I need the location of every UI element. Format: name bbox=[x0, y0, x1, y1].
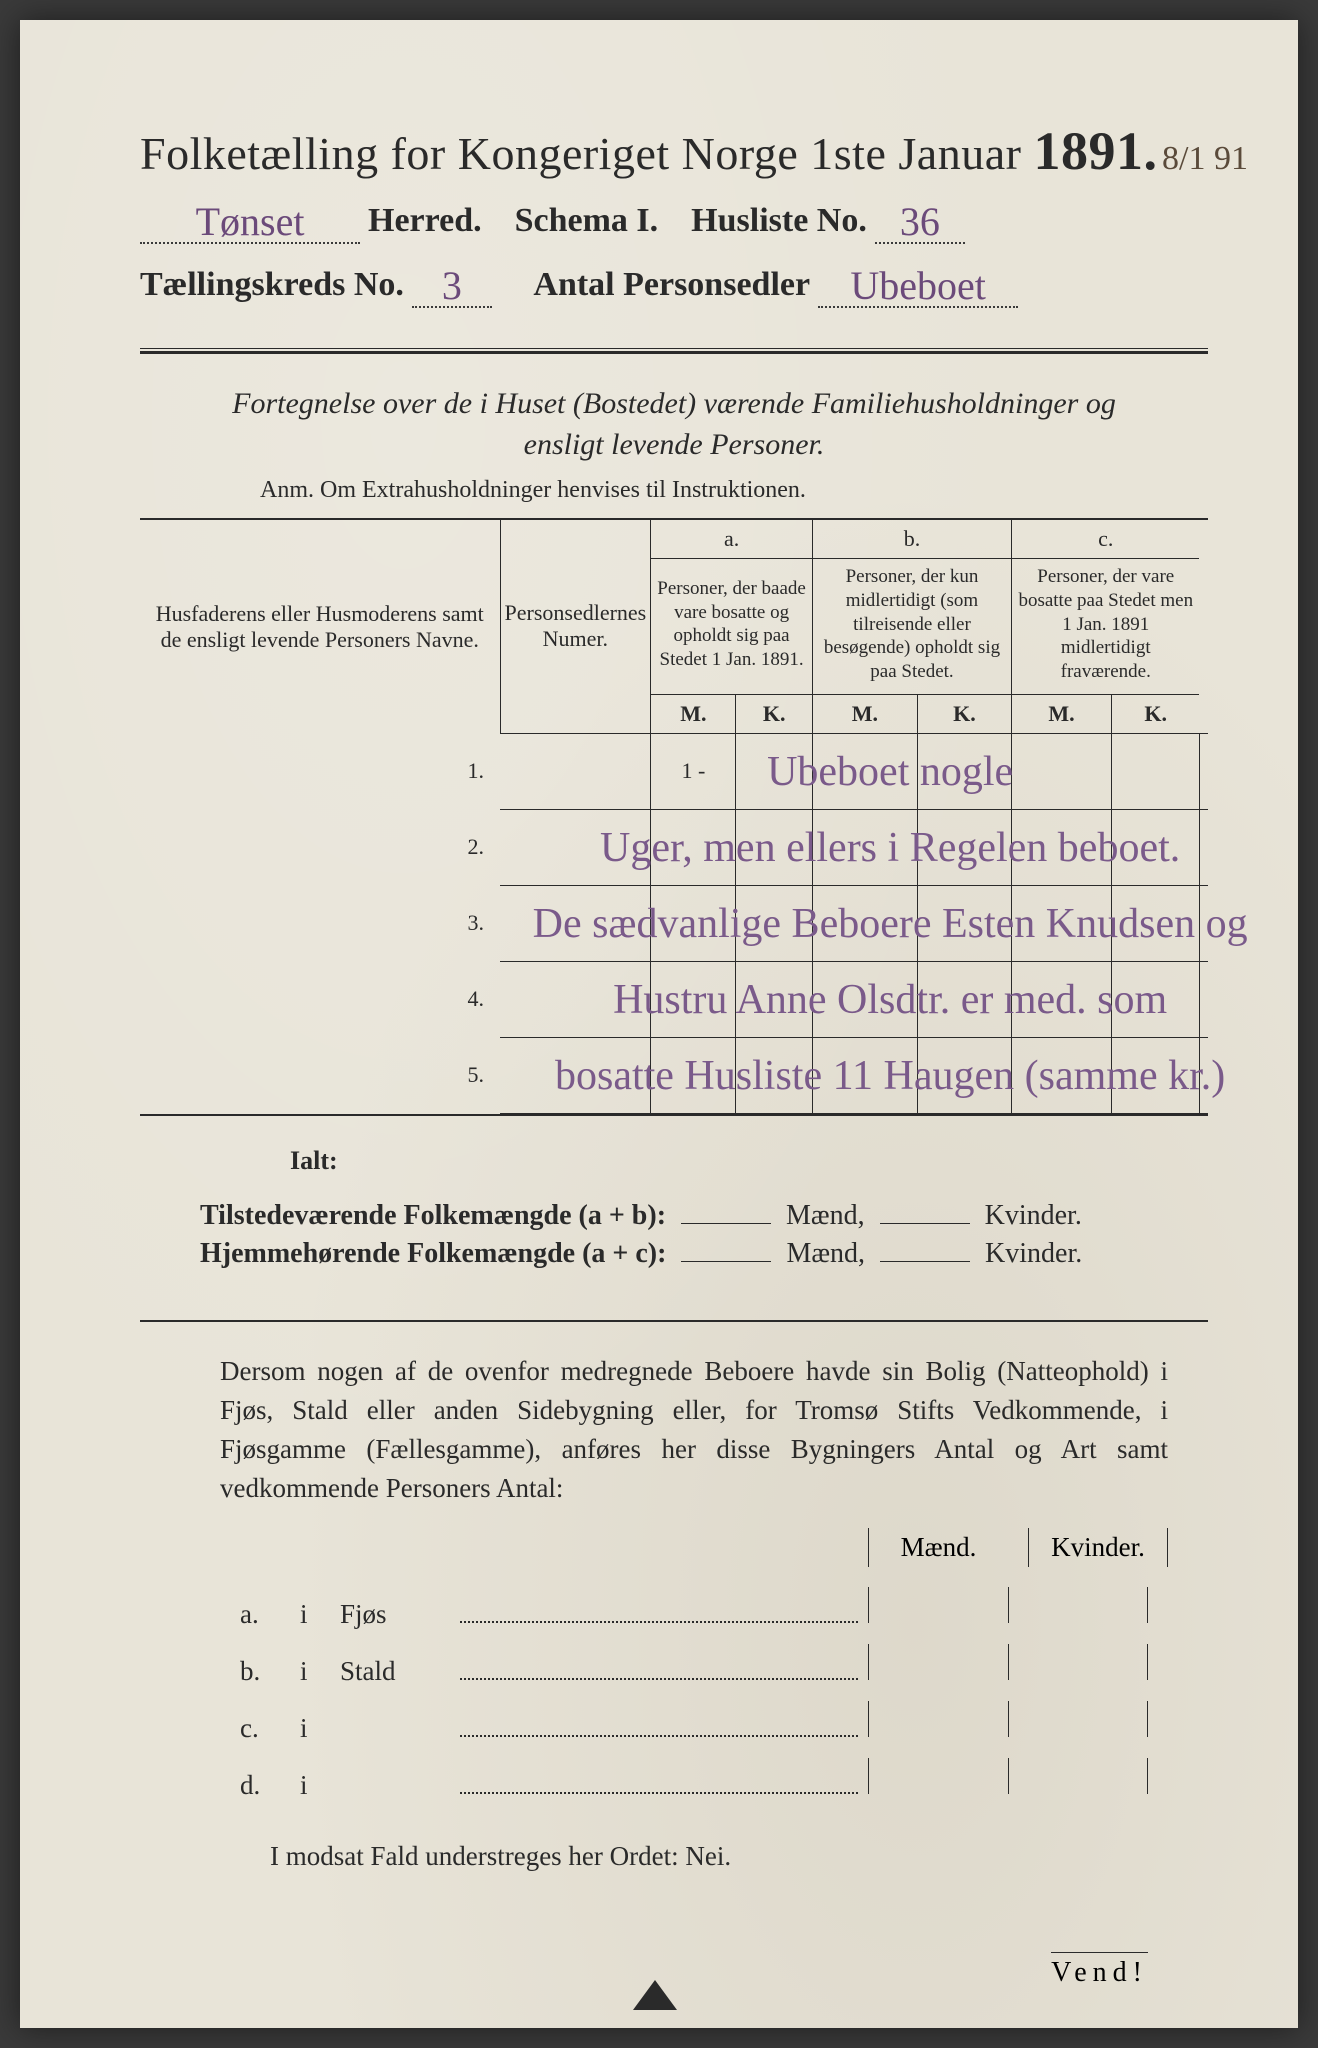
name-cell: bosatte Husliste 11 Haugen (samme kr.) bbox=[500, 1037, 651, 1113]
totals-1-m-blank bbox=[681, 1223, 771, 1224]
bldg-kvinder: Kvinder. bbox=[1028, 1528, 1168, 1567]
bldg-letter: b. bbox=[240, 1656, 300, 1687]
table-row: 5.bosatte Husliste 11 Haugen (samme kr.) bbox=[140, 1037, 1208, 1113]
totals-maend-1: Mænd, bbox=[786, 1200, 865, 1231]
col-b-m: M. bbox=[812, 694, 917, 733]
totals-1-k-blank bbox=[880, 1223, 970, 1224]
bldg-i: i bbox=[300, 1770, 340, 1801]
margin-date: 8/1 91 bbox=[1162, 140, 1248, 178]
col-a-k: K. bbox=[736, 694, 812, 733]
census-table: Husfaderens eller Husmoderens samt de en… bbox=[140, 518, 1208, 1116]
header-line-3: Tællingskreds No. 3 Antal Personsedler U… bbox=[140, 264, 1208, 308]
bldg-mk-cells bbox=[868, 1587, 1168, 1623]
totals-kvinder-2: Kvinder. bbox=[985, 1238, 1082, 1269]
bldg-dots bbox=[460, 1653, 858, 1680]
husliste-value: 36 bbox=[900, 199, 940, 244]
herred-label: Herred. bbox=[368, 202, 482, 240]
totals-2-label: Hjemmehørende Folkemængde (a + c): bbox=[200, 1238, 666, 1269]
totals-1-label: Tilstedeværende Folkemængde (a + b): bbox=[200, 1200, 666, 1231]
bldg-type: Stald bbox=[340, 1656, 460, 1687]
bldg-mk-cells bbox=[868, 1758, 1168, 1794]
antal-value: Ubeboet bbox=[850, 263, 986, 308]
row-number: 1. bbox=[140, 733, 500, 809]
bldg-letter: a. bbox=[240, 1599, 300, 1630]
vend-label: Vend! bbox=[1051, 1952, 1148, 1989]
name-cell: Uger, men ellers i Regelen beboet. bbox=[500, 809, 651, 885]
handwritten-entry: Uger, men ellers i Regelen beboet. bbox=[510, 824, 1270, 872]
husliste-label: Husliste No. bbox=[691, 202, 867, 240]
table-row: 3.De sædvanlige Beboere Esten Knudsen og bbox=[140, 885, 1208, 961]
divider-top bbox=[140, 348, 1208, 354]
ialt-label: Ialt: bbox=[290, 1146, 1208, 1176]
schema-label: Schema I. bbox=[515, 202, 659, 240]
building-row: c.i bbox=[240, 1701, 1168, 1744]
herred-value: Tønset bbox=[196, 199, 305, 244]
col-c-label: c. bbox=[1012, 520, 1200, 559]
bldg-dots bbox=[460, 1710, 858, 1737]
name-cell: Hustru Anne Olsdtr. er med. som bbox=[500, 961, 651, 1037]
handwritten-entry: bosatte Husliste 11 Haugen (samme kr.) bbox=[510, 1052, 1270, 1100]
bldg-i: i bbox=[300, 1656, 340, 1687]
bldg-dots bbox=[460, 1767, 858, 1794]
totals-line-2: Hjemmehørende Folkemængde (a + c): Mænd,… bbox=[200, 1238, 1208, 1270]
title-year: 1891. bbox=[1033, 121, 1157, 181]
bldg-maend: Mænd. bbox=[868, 1528, 1008, 1567]
handwritten-entry: Hustru Anne Olsdtr. er med. som bbox=[510, 976, 1270, 1024]
row-number: 2. bbox=[140, 809, 500, 885]
building-row: d.i bbox=[240, 1758, 1168, 1801]
table-row: 1.Ubeboet nogle1 - bbox=[140, 733, 1208, 809]
kreds-label: Tællingskreds No. bbox=[140, 266, 404, 304]
col-a-m: M. bbox=[651, 694, 736, 733]
totals-kvinder-1: Kvinder. bbox=[985, 1200, 1082, 1231]
totals-line-1: Tilstedeværende Folkemængde (a + b): Mæn… bbox=[200, 1200, 1208, 1232]
census-form-page: 8/1 91 Folketælling for Kongeriget Norge… bbox=[20, 20, 1298, 2028]
subtitle: Fortegnelse over de i Huset (Bostedet) v… bbox=[200, 384, 1148, 465]
col-a-desc: Personer, der baade vare bosatte og opho… bbox=[651, 559, 813, 695]
bldg-type: Fjøs bbox=[340, 1599, 460, 1630]
kreds-value: 3 bbox=[442, 263, 462, 308]
bldg-dots bbox=[460, 1596, 858, 1623]
col-c-desc: Personer, der vare bosatte paa Stedet me… bbox=[1012, 559, 1200, 695]
row-number: 3. bbox=[140, 885, 500, 961]
table-row: 4.Hustru Anne Olsdtr. er med. som bbox=[140, 961, 1208, 1037]
col-c-k: K. bbox=[1111, 694, 1199, 733]
anm-note: Anm. Om Extrahusholdninger henvises til … bbox=[260, 477, 1208, 504]
col-b-desc: Personer, der kun midlertidigt (som tilr… bbox=[812, 559, 1011, 695]
building-paragraph: Dersom nogen af de ovenfor medregnede Be… bbox=[220, 1352, 1168, 1509]
handwritten-entry: Ubeboet nogle bbox=[510, 748, 1270, 796]
row-number: 5. bbox=[140, 1037, 500, 1113]
col-b-k: K. bbox=[917, 694, 1011, 733]
row-number: 4. bbox=[140, 961, 500, 1037]
totals-2-k-blank bbox=[880, 1261, 970, 1262]
col-header-num: Personsedlernes Numer. bbox=[500, 520, 651, 733]
building-row: b.iStald bbox=[240, 1644, 1168, 1687]
bldg-letter: c. bbox=[240, 1713, 300, 1744]
handwritten-entry: De sædvanlige Beboere Esten Knudsen og bbox=[510, 900, 1270, 948]
building-mk-header: Mænd. Kvinder. bbox=[140, 1528, 1168, 1567]
name-cell: Ubeboet nogle bbox=[500, 733, 651, 809]
page-tear-icon bbox=[633, 1980, 677, 2010]
totals-maend-2: Mænd, bbox=[786, 1238, 865, 1269]
bldg-mk-cells bbox=[868, 1701, 1168, 1737]
divider-mid bbox=[140, 1320, 1208, 1322]
table-row: 2.Uger, men ellers i Regelen beboet. bbox=[140, 809, 1208, 885]
antal-label: Antal Personsedler bbox=[533, 266, 810, 304]
nei-line: I modsat Fald understreges her Ordet: Ne… bbox=[270, 1841, 1208, 1872]
main-title: Folketælling for Kongeriget Norge 1ste J… bbox=[140, 120, 1208, 182]
col-c-m: M. bbox=[1012, 694, 1112, 733]
header-line-2: Tønset Herred. Schema I. Husliste No. 36 bbox=[140, 200, 1208, 244]
bldg-mk-cells bbox=[868, 1644, 1168, 1680]
col-b-label: b. bbox=[812, 520, 1011, 559]
bldg-letter: d. bbox=[240, 1770, 300, 1801]
building-list: a.iFjøsb.iStaldc.id.i bbox=[240, 1587, 1168, 1801]
title-prefix: Folketælling for Kongeriget Norge 1ste J… bbox=[140, 128, 1021, 179]
col-a-label: a. bbox=[651, 520, 813, 559]
name-cell: De sædvanlige Beboere Esten Knudsen og bbox=[500, 885, 651, 961]
building-row: a.iFjøs bbox=[240, 1587, 1168, 1630]
totals-2-m-blank bbox=[681, 1261, 771, 1262]
bldg-i: i bbox=[300, 1713, 340, 1744]
bldg-i: i bbox=[300, 1599, 340, 1630]
col-header-names: Husfaderens eller Husmoderens samt de en… bbox=[140, 520, 500, 733]
